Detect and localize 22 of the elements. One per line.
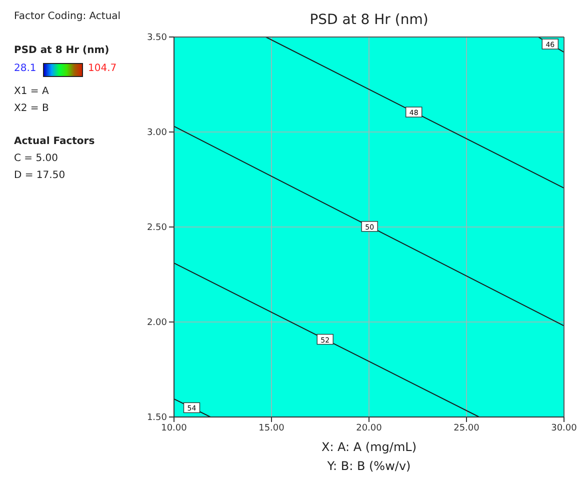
text: 104.7	[88, 63, 117, 74]
text: D = 17.50	[14, 170, 66, 181]
x-tick-label: 30.00	[551, 423, 578, 434]
x-tick-label: 15.00	[258, 423, 285, 434]
y-tick-label: 3.00	[146, 128, 168, 138]
text: Factor Coding: Actual	[14, 11, 121, 22]
y-tick-label: 1.50	[146, 413, 168, 424]
x-tick-label: 20.00	[356, 423, 382, 434]
y-tick-label: 2.00	[146, 318, 168, 328]
chart-title: PSD at 8 Hr (nm)	[310, 12, 428, 28]
x-tick-label: 10.00	[161, 423, 188, 434]
text: C = 5.00	[14, 153, 58, 164]
text: 28.1	[14, 63, 36, 74]
y-tick-label: 2.50	[146, 223, 168, 234]
text: Y: B: B (%w/v)	[327, 459, 411, 473]
y-tick-label: 3.50	[146, 33, 168, 44]
x-axis-title: X: A: A (mg/mL)	[321, 440, 417, 454]
text: X2 = B	[14, 103, 49, 114]
x-tick-label: 25.00	[454, 423, 480, 434]
text: Actual Factors	[14, 136, 95, 147]
color-bar-title: PSD at 8 Hr (nm)	[14, 45, 110, 56]
text: X1 = A	[14, 86, 49, 97]
